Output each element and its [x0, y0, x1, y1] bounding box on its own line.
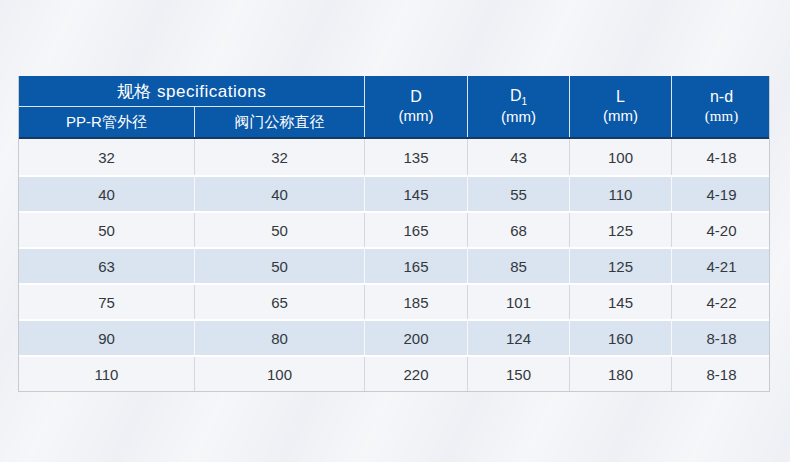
cell-d1: 150 — [467, 357, 569, 391]
header-col-d1-unit: (mm) — [501, 108, 536, 127]
table-row: 32 32 135 43 100 4-18 — [19, 139, 769, 175]
cell-d1: 85 — [467, 249, 569, 283]
table-row: 40 40 145 55 110 4-19 — [19, 175, 769, 211]
table-row: 75 65 185 101 145 4-22 — [19, 283, 769, 319]
cell-d: 200 — [364, 321, 467, 355]
table-row: 110 100 220 150 180 8-18 — [19, 355, 769, 391]
cell-valve-dn: 50 — [194, 213, 364, 247]
header-ppr-pipe-od: PP-R管外径 — [19, 107, 194, 137]
cell-valve-dn: 32 — [194, 139, 364, 175]
table-body: 32 32 135 43 100 4-18 40 40 145 55 110 4… — [19, 137, 769, 391]
cell-pipe-od: 50 — [19, 213, 194, 247]
cell-valve-dn: 80 — [194, 321, 364, 355]
table-header: 规格 specifications PP-R管外径 阀门公称直径 D (mm) … — [19, 76, 769, 137]
cell-nd: 4-22 — [671, 285, 771, 319]
cell-d1: 55 — [467, 177, 569, 211]
cell-valve-dn: 50 — [194, 249, 364, 283]
header-specifications-group: 规格 specifications PP-R管外径 阀门公称直径 — [19, 76, 364, 137]
header-col-d-symbol: D — [410, 87, 422, 107]
header-col-nd-symbol: n-d — [710, 87, 733, 107]
table-row: 50 50 165 68 125 4-20 — [19, 211, 769, 247]
cell-nd: 4-18 — [671, 139, 771, 175]
header-subrow: PP-R管外径 阀门公称直径 — [19, 106, 364, 137]
cell-pipe-od: 40 — [19, 177, 194, 211]
header-col-d1-symbol: D1 — [510, 86, 527, 109]
cell-d1: 124 — [467, 321, 569, 355]
cell-d1: 68 — [467, 213, 569, 247]
cell-nd: 4-19 — [671, 177, 771, 211]
header-col-nd: n-d (mm) — [671, 76, 771, 137]
header-col-d: D (mm) — [364, 76, 467, 137]
cell-pipe-od: 90 — [19, 321, 194, 355]
page: 规格 specifications PP-R管外径 阀门公称直径 D (mm) … — [0, 0, 790, 462]
cell-valve-dn: 65 — [194, 285, 364, 319]
header-specifications-title: 规格 specifications — [19, 76, 364, 106]
cell-d: 220 — [364, 357, 467, 391]
cell-l: 125 — [569, 249, 671, 283]
cell-l: 160 — [569, 321, 671, 355]
cell-pipe-od: 63 — [19, 249, 194, 283]
table-row: 90 80 200 124 160 8-18 — [19, 319, 769, 355]
cell-nd: 4-20 — [671, 213, 771, 247]
cell-valve-dn: 100 — [194, 357, 364, 391]
cell-l: 110 — [569, 177, 671, 211]
cell-nd: 8-18 — [671, 321, 771, 355]
cell-pipe-od: 110 — [19, 357, 194, 391]
cell-l: 180 — [569, 357, 671, 391]
header-col-d1: D1 (mm) — [467, 76, 569, 137]
cell-nd: 8-18 — [671, 357, 771, 391]
header-valve-nominal-diameter: 阀门公称直径 — [194, 107, 364, 137]
cell-d: 185 — [364, 285, 467, 319]
header-col-nd-unit: (mm) — [705, 107, 738, 126]
cell-d1: 101 — [467, 285, 569, 319]
header-col-l-symbol: L — [616, 87, 625, 107]
specifications-table: 规格 specifications PP-R管外径 阀门公称直径 D (mm) … — [18, 76, 770, 392]
cell-d1: 43 — [467, 139, 569, 175]
table-row: 63 50 165 85 125 4-21 — [19, 247, 769, 283]
cell-l: 100 — [569, 139, 671, 175]
header-col-d-unit: (mm) — [399, 107, 434, 126]
header-col-l: L (mm) — [569, 76, 671, 137]
cell-l: 145 — [569, 285, 671, 319]
header-col-l-unit: (mm) — [603, 107, 638, 126]
cell-valve-dn: 40 — [194, 177, 364, 211]
cell-pipe-od: 32 — [19, 139, 194, 175]
cell-d: 135 — [364, 139, 467, 175]
cell-l: 125 — [569, 213, 671, 247]
cell-nd: 4-21 — [671, 249, 771, 283]
cell-d: 145 — [364, 177, 467, 211]
cell-pipe-od: 75 — [19, 285, 194, 319]
cell-d: 165 — [364, 213, 467, 247]
cell-d: 165 — [364, 249, 467, 283]
